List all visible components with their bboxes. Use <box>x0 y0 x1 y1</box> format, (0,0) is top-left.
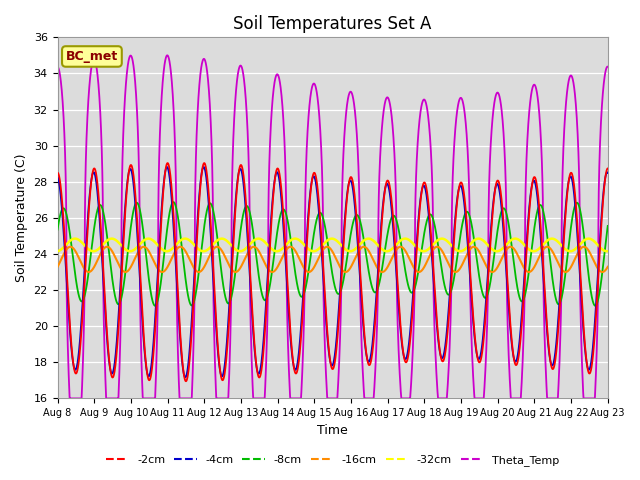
Y-axis label: Soil Temperature (C): Soil Temperature (C) <box>15 154 28 282</box>
X-axis label: Time: Time <box>317 424 348 437</box>
Title: Soil Temperatures Set A: Soil Temperatures Set A <box>234 15 432 33</box>
Legend: -2cm, -4cm, -8cm, -16cm, -32cm, Theta_Temp: -2cm, -4cm, -8cm, -16cm, -32cm, Theta_Te… <box>102 451 563 471</box>
Text: BC_met: BC_met <box>66 50 118 63</box>
